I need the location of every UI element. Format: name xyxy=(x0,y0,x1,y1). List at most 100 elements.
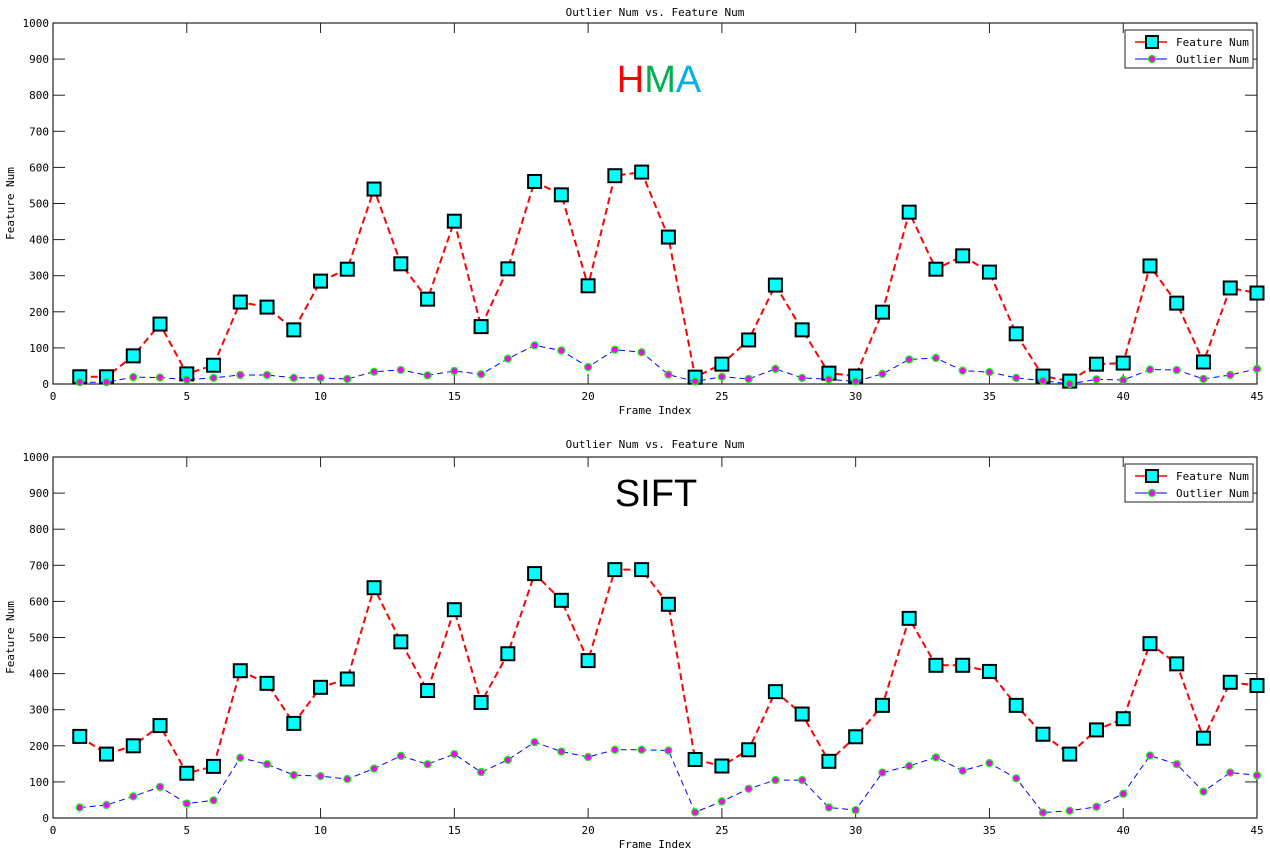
x-tick-label: 45 xyxy=(1250,390,1263,403)
data-point-feature xyxy=(366,181,382,197)
series-line xyxy=(79,568,1258,775)
data-point-outlier xyxy=(1092,802,1101,811)
data-point-feature xyxy=(794,706,810,722)
data-point-feature xyxy=(714,356,730,372)
data-point-outlier xyxy=(798,775,807,785)
legend: Feature Num Outlier Num xyxy=(1124,29,1254,69)
data-point-outlier xyxy=(129,792,138,801)
data-point-feature xyxy=(1115,355,1131,371)
data-point-outlier xyxy=(1145,365,1155,374)
data-point-outlier xyxy=(744,784,753,793)
data-point-feature xyxy=(259,299,275,315)
data-point-outlier xyxy=(155,782,165,792)
data-point-feature xyxy=(660,229,676,245)
data-point-feature xyxy=(206,357,222,373)
data-point-feature xyxy=(446,213,462,229)
data-point-outlier xyxy=(182,799,191,808)
data-point-outlier xyxy=(503,354,512,363)
data-point-outlier xyxy=(262,370,272,380)
data-point-outlier xyxy=(530,341,539,350)
data-point-feature xyxy=(687,752,703,768)
x-tick-label: 40 xyxy=(1117,390,1130,403)
data-point-outlier xyxy=(1252,364,1262,373)
legend-marker-circle xyxy=(1147,54,1157,64)
data-point-outlier xyxy=(1172,365,1181,375)
data-point-outlier xyxy=(102,378,111,387)
data-point-outlier xyxy=(1092,375,1101,384)
data-point-outlier xyxy=(289,373,298,382)
data-point-outlier xyxy=(691,377,700,386)
x-axis-label: Frame Index xyxy=(619,404,692,417)
data-point-feature xyxy=(634,164,650,180)
data-point-outlier xyxy=(209,373,218,382)
data-point-outlier xyxy=(369,367,379,376)
data-point-feature xyxy=(1062,746,1078,762)
data-point-feature xyxy=(741,742,757,758)
data-point-feature xyxy=(339,261,355,277)
y-tick-label: 0 xyxy=(42,378,49,391)
data-point-feature xyxy=(928,657,944,673)
data-point-outlier xyxy=(289,770,298,780)
annotation-letter: SIFT xyxy=(615,473,697,515)
data-point-feature xyxy=(473,319,489,335)
data-point-outlier xyxy=(878,768,887,777)
x-tick-label: 35 xyxy=(983,390,996,403)
data-point-outlier xyxy=(450,366,459,376)
data-point-feature xyxy=(1035,726,1051,742)
data-point-outlier xyxy=(450,750,459,759)
legend-marker-square xyxy=(1145,469,1159,483)
annotation-letter: M xyxy=(644,59,676,101)
data-point-outlier xyxy=(1252,771,1262,780)
series-feature-num xyxy=(72,562,1265,781)
y-tick-label: 400 xyxy=(29,668,49,681)
y-tick-label: 400 xyxy=(29,234,49,247)
y-tick-label: 1000 xyxy=(23,451,50,464)
data-point-feature xyxy=(393,634,409,650)
data-point-outlier xyxy=(824,803,834,812)
data-point-outlier xyxy=(236,753,245,762)
y-tick-label: 500 xyxy=(29,632,49,645)
x-tick-label: 15 xyxy=(448,824,461,837)
data-point-outlier xyxy=(878,369,887,378)
data-point-feature xyxy=(848,729,864,745)
data-point-outlier xyxy=(236,370,245,380)
data-point-feature xyxy=(232,663,248,679)
data-point-outlier xyxy=(958,766,967,775)
data-point-outlier xyxy=(557,346,566,355)
data-point-outlier xyxy=(1012,373,1021,382)
annotation-letter: A xyxy=(676,59,702,101)
data-point-outlier xyxy=(931,353,941,363)
data-point-outlier xyxy=(610,345,619,354)
data-point-feature xyxy=(767,684,783,700)
data-point-outlier xyxy=(423,371,432,380)
y-tick-label: 600 xyxy=(29,161,49,174)
data-point-outlier xyxy=(744,374,753,384)
data-point-outlier xyxy=(664,370,673,379)
data-point-feature xyxy=(714,758,730,774)
data-point-feature xyxy=(660,596,676,612)
series-feature-num xyxy=(72,164,1265,389)
x-tick-label: 20 xyxy=(581,824,594,837)
data-point-outlier xyxy=(155,373,165,382)
data-point-feature xyxy=(634,562,650,578)
y-tick-label: 200 xyxy=(29,740,49,753)
data-point-outlier xyxy=(396,365,405,375)
data-point-outlier xyxy=(1119,789,1128,798)
x-tick-label: 40 xyxy=(1117,824,1130,837)
series-line xyxy=(79,344,1258,385)
data-point-feature xyxy=(794,322,810,338)
data-point-feature xyxy=(955,657,971,673)
data-point-feature xyxy=(99,746,115,762)
data-point-outlier xyxy=(717,372,726,381)
chart-panel-2: Outlier Num vs. Feature Num 0 5 10 15 20 25 30 3… xyxy=(4,438,1265,851)
data-point-outlier xyxy=(129,373,138,382)
x-tick-label: 25 xyxy=(715,390,728,403)
data-point-feature xyxy=(500,261,516,277)
data-point-feature xyxy=(339,671,355,687)
data-point-feature xyxy=(1169,656,1185,672)
x-axis-label: Frame Index xyxy=(619,838,692,851)
data-point-outlier xyxy=(931,753,941,762)
data-point-outlier xyxy=(851,805,860,815)
data-point-outlier xyxy=(182,375,191,384)
